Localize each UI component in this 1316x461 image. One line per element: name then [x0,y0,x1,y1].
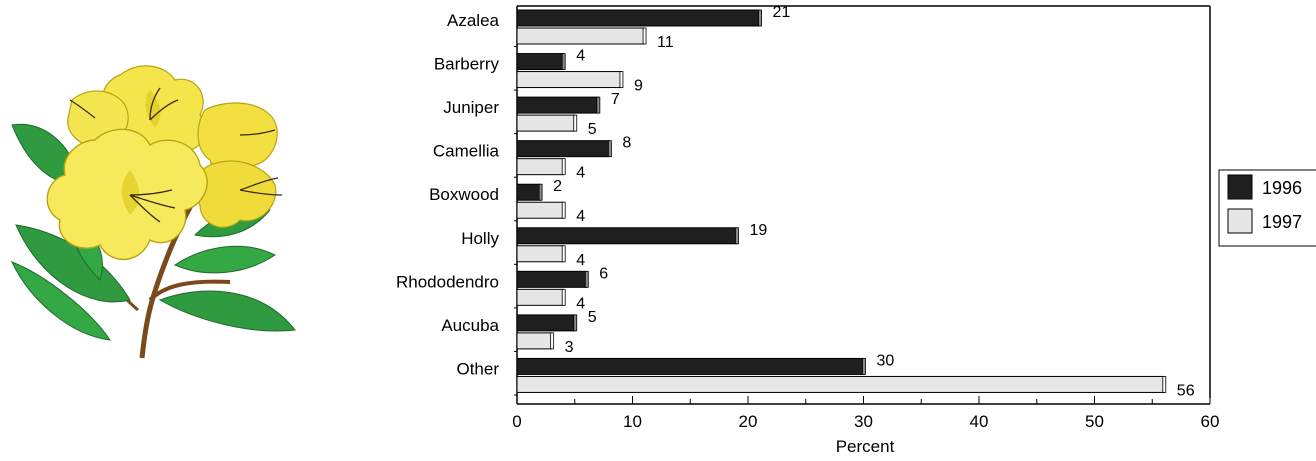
bar-cap [550,332,555,350]
x-tick-label: 50 [1085,412,1104,431]
bar-1996 [516,96,599,114]
bar-1997 [516,332,553,350]
bar-cap [561,53,566,70]
bar-cap [561,245,566,263]
category-label: Barberry [434,55,500,74]
legend-swatch-1997 [1227,208,1253,234]
bar-1996 [516,270,587,288]
bar-cap [608,140,612,158]
bar-cap [573,114,578,132]
data-label: 4 [576,252,585,269]
data-label: 3 [565,339,574,356]
bar-cap [735,227,739,245]
bar-1996 [516,314,576,332]
category-label: Camellia [433,142,500,161]
bar-1997 [516,158,564,176]
x-tick-label: 10 [623,412,642,431]
data-label: 4 [576,48,585,65]
data-label: 30 [877,352,895,369]
legend: 1996 1997 [1218,169,1316,247]
bar-1996 [516,357,864,375]
category-label: Juniper [443,98,499,117]
x-tick-label: 40 [970,412,989,431]
x-tick-label: 30 [854,412,873,431]
data-label: 11 [657,34,674,51]
category-label: Boxwood [429,185,499,204]
category-label: Rhododendro [396,272,499,291]
data-label: 4 [576,165,585,182]
bar-1996 [516,183,541,201]
bar-cap [862,358,866,375]
bar-cap [538,183,543,201]
category-label: Holly [461,229,499,248]
bar-1997 [516,114,576,132]
bar-1997 [516,27,645,45]
bar-cap [561,288,566,306]
bar-1997 [516,288,564,306]
bar-1996 [516,53,564,71]
data-label: 4 [576,208,585,225]
bar-1997 [516,375,1165,393]
category-label: Other [456,359,499,378]
bar-1996 [516,9,761,27]
bar-cap [1162,376,1167,393]
data-label: 19 [749,222,767,239]
x-tick-label: 60 [1201,412,1220,431]
legend-swatch-1996 [1227,174,1253,200]
bar-1996 [516,140,610,158]
bar-cap [561,201,566,219]
legend-label: 1997 [1262,212,1302,232]
bar-1996 [516,227,737,245]
data-label: 21 [773,4,791,21]
bar-cap [561,158,566,176]
x-tick-label: 20 [739,412,758,431]
data-label: 5 [588,309,597,326]
bar-cap [573,314,578,332]
data-label: 56 [1177,382,1195,399]
category-label: Aucuba [441,316,499,335]
bar-cap [642,27,647,45]
x-axis-label: Percent [836,437,895,456]
bar-1997 [516,71,622,89]
data-label: 6 [599,265,608,282]
data-label: 9 [634,78,643,95]
bar-cap [619,71,624,88]
bar-1997 [516,245,564,263]
x-tick-label: 0 [512,412,521,431]
data-label: 7 [611,91,620,108]
data-label: 5 [588,121,597,138]
data-label: 8 [622,135,631,152]
bar-1997 [516,201,564,219]
category-label: Azalea [447,11,500,30]
legend-label: 1996 [1262,178,1302,198]
bar-cap [596,96,601,114]
bar-cap [584,270,589,288]
data-label: 2 [553,178,562,195]
data-label: 4 [576,295,585,312]
azalea-flower-icon [11,65,296,359]
bar-cap [758,9,762,27]
